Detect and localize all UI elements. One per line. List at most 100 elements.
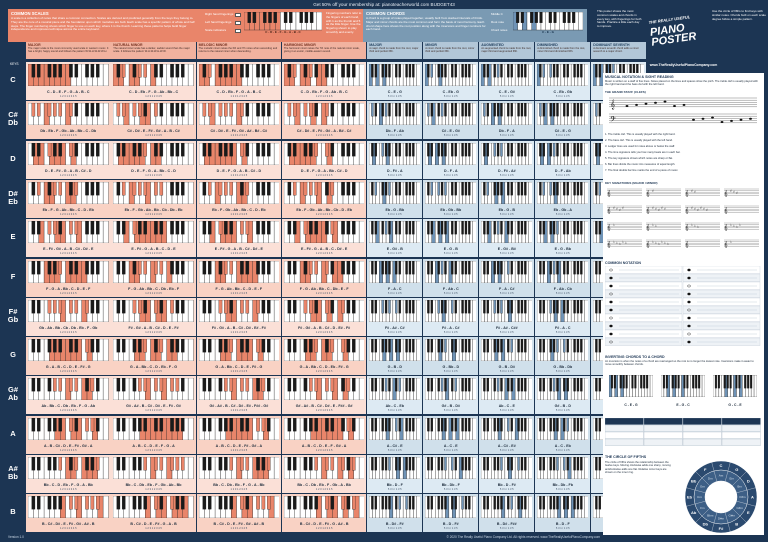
chord-cell[interactable]: A - C# - E# 5 3 1 / 1 3 5: [479, 415, 535, 454]
chord-cell[interactable]: B - D# - F## 5 3 1 / 1 3 5: [479, 494, 535, 533]
chord-cell[interactable]: G - B - D# 5 3 1 / 1 3 5: [479, 337, 535, 376]
chord-cell[interactable]: B - D - F# 5 3 1 / 1 3 5: [423, 494, 479, 533]
scale-cell[interactable]: F# - G# - A - B - C# - D# - E# - F# 1 2 3…: [196, 297, 282, 336]
chord-cell[interactable]: F# - A# - C## 5 3 1 / 1 3 5: [479, 297, 535, 336]
chord-cell[interactable]: F# - A# - C# 5 3 1 / 1 3 5: [367, 297, 423, 336]
chord-cell[interactable]: F - A - C# 5 3 1 / 1 3 5: [479, 258, 535, 297]
promo-url-line[interactable]: Get 50% off your membership at: pianotea…: [313, 2, 455, 7]
scale-cell[interactable]: Eb - F - Gb - Ab - Bb - C - D - Eb 1 2 3 …: [196, 179, 282, 218]
scale-cell[interactable]: Eb - F - Gb - Ab - Bb - Cb - D - Eb 1 2 3…: [281, 179, 367, 218]
scale-cell[interactable]: C# - D# - E - F# - G# - A# - B# - C# 1 2 …: [196, 101, 282, 140]
chord-cell[interactable]: Ab - C - Eb 5 3 1 / 1 3 5: [367, 376, 423, 415]
scale-cell[interactable]: C# - D# - E - F# - G# - A - B# - C# 1 2 3…: [281, 101, 367, 140]
scale-cell[interactable]: Db - Eb - F - Gb - Ab - Bb - C - Db 1 2 3…: [26, 101, 111, 140]
chord-cell[interactable]: F - Ab - Cb 5 3 1 / 1 3 5: [535, 258, 591, 297]
chord-cell[interactable]: Db - F - Ab 5 3 1 / 1 3 5: [367, 101, 423, 140]
chord-cell[interactable]: Eb - Gb - Bb 5 3 1 / 1 3 5: [423, 179, 479, 218]
black-key: [266, 299, 271, 314]
chord-cell[interactable]: D - F - Ab 5 3 1 / 1 3 5: [535, 140, 591, 179]
chord-cell[interactable]: G - Bb - Db 5 3 1 / 1 3 5: [535, 337, 591, 376]
chord-cell[interactable]: C# - E - G# 5 3 1 / 1 3 5: [423, 101, 479, 140]
scale-cell[interactable]: C# - D# - E - F# - G# - A - B - C# 1 2 3 …: [111, 101, 196, 140]
black-key: [239, 64, 244, 78]
scale-cell[interactable]: Eb - F - Gb - Ab - Bb - Cb - Db - Eb 1 2 …: [111, 179, 196, 218]
chord-cell[interactable]: D - F# - A# 5 3 1 / 1 3 5: [479, 140, 535, 179]
scale-cell[interactable]: Bb - C - Db - Eb - F - G - A - Bb 1 2 3 1…: [196, 455, 282, 493]
scale-cell[interactable]: G# - A# - B - C# - D# - E# - F## - G# 1 2…: [196, 376, 282, 415]
chord-cell[interactable]: Bb - Db - Fb 5 3 1 / 1 3 5: [535, 455, 591, 493]
scale-cell[interactable]: Bb - C - D - Eb - F - G - A - Bb 1 2 3 1 …: [26, 455, 111, 493]
scale-cell[interactable]: Eb - F - G - Ab - Bb - C - D - Eb 1 2 3 1…: [26, 179, 111, 218]
scale-cell[interactable]: Bb - C - Db - Eb - F - Gb - Ab - Bb 1 2 3…: [111, 455, 196, 493]
chord-cell[interactable]: C - Eb - Gb 5 3 1 / 1 3 5: [535, 62, 591, 100]
scale-cell[interactable]: G# - A# - B - C# - D# - E - F# - G# 1 2 3…: [111, 376, 196, 415]
chord-cell[interactable]: Eb - G - Bb 5 3 1 / 1 3 5: [367, 179, 423, 218]
chord-cell[interactable]: E - G - Bb 5 3 1 / 1 3 5: [535, 219, 591, 258]
chord-cell[interactable]: C - E - G# 5 3 1 / 1 3 5: [479, 62, 535, 100]
right-panel-url[interactable]: www.TheReallyUsefulPianoCompany.com: [649, 63, 718, 67]
scale-cell[interactable]: Bb - C - Db - Eb - F - Gb - A - Bb 1 2 3 …: [281, 455, 367, 493]
scale-cell[interactable]: G# - A# - B - C# - D# - E - F## - G# 1 2 …: [281, 376, 367, 415]
scale-cell[interactable]: Gb - Ab - Bb - Cb - Db - Eb - F - Gb 1 2 …: [26, 297, 111, 336]
chord-cell[interactable]: E - G# - B# 5 3 1 / 1 3 5: [479, 219, 535, 258]
scale-cell[interactable]: F# - G# - A - B - C# - D - E - F# 1 2 3 1…: [111, 297, 196, 336]
chord-cell[interactable]: G# - B - D# 5 3 1 / 1 3 5: [423, 376, 479, 415]
chord-cell[interactable]: Bb - D - F# 5 3 1 / 1 3 5: [479, 455, 535, 493]
chord-cell[interactable]: B - D# - F# 5 3 1 / 1 3 5: [367, 494, 423, 533]
scale-cell[interactable]: Ab - Bb - C - Db - Eb - F - G - Ab 1 2 3 …: [26, 376, 111, 415]
chord-cell[interactable]: A - C - Eb 5 3 1 / 1 3 5: [535, 415, 591, 454]
scale-cell[interactable]: F# - G# - A - B - C# - D - E# - F# 1 2 3 …: [281, 297, 367, 336]
chord-cell[interactable]: F# - A - C# 5 3 1 / 1 3 5: [423, 297, 479, 336]
